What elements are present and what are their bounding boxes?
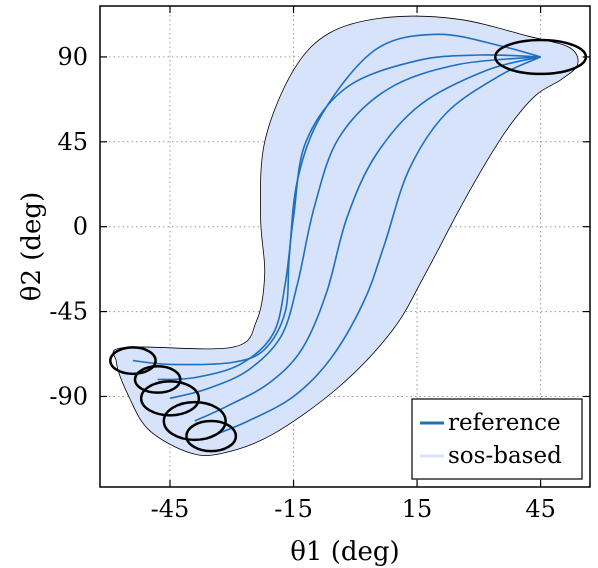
uncertainty-ellipse-5 (185, 419, 238, 453)
legend-label-sos-based: sos-based (448, 443, 562, 469)
uncertainty-ellipse-1 (109, 346, 157, 376)
y-tick-label: -45 (49, 298, 88, 326)
plot-frame (99, 5, 591, 488)
reference-curve-1 (132, 33, 541, 366)
x-tick-label: 15 (402, 495, 433, 523)
uncertainty-ellipse-2 (133, 365, 182, 394)
reference-series (132, 33, 541, 437)
y-tick-label: 0 (73, 213, 88, 241)
reference-curve-3 (169, 56, 541, 400)
x-axis-label: θ1 (deg) (290, 537, 399, 567)
x-tick-label: -45 (151, 495, 190, 523)
axis-ticks: -45 -15 15 45 90 45 0 -45 -90 (49, 6, 590, 523)
x-tick-label: 45 (525, 495, 556, 523)
reference-curve-5 (210, 56, 541, 437)
sos-band (112, 15, 579, 457)
uncertainty-ellipse-3 (139, 380, 201, 417)
y-axis-label: θ2 (deg) (17, 192, 47, 301)
sos-based-band (112, 15, 579, 457)
legend: reference sos-based (411, 398, 583, 480)
legend-box (411, 398, 583, 480)
uncertainty-ellipses (109, 38, 588, 453)
y-tick-label: -90 (49, 382, 88, 410)
y-tick-label: 90 (57, 43, 88, 71)
reference-curve-2 (157, 54, 541, 381)
legend-label-reference: reference (448, 410, 561, 436)
uncertainty-ellipse-4 (162, 400, 227, 442)
y-tick-label: 45 (57, 128, 88, 156)
x-tick-label: -15 (274, 495, 313, 523)
reference-curve-4 (194, 56, 541, 422)
y-axis-label-text: θ2 (deg) (17, 192, 47, 301)
x-axis-label-text: θ1 (deg) (290, 537, 399, 567)
